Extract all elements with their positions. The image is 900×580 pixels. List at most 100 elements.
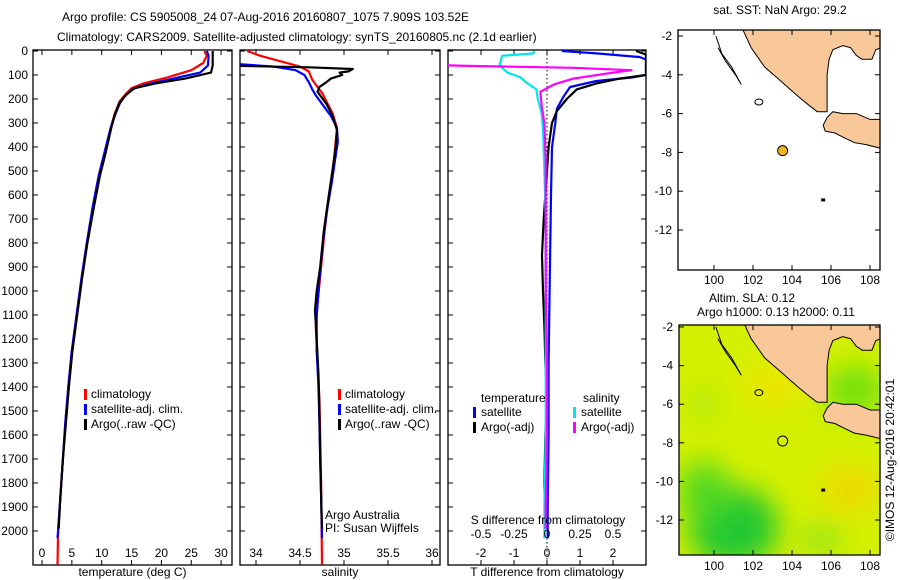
x-tick-label: -1 <box>509 546 520 560</box>
depth-tick-label: 1100 <box>2 308 28 322</box>
figure-title-line1: Argo profile: CS 5905008_24 07-Aug-2016 … <box>62 10 469 24</box>
legend-swatch <box>84 419 87 430</box>
depth-tick-label: 900 <box>8 260 28 274</box>
lat-tick-label: -10 <box>655 184 673 198</box>
series-line-salinity-argo-adj- <box>448 64 633 529</box>
lon-tick-label: 102 <box>743 273 763 287</box>
depth-tick-label: 1400 <box>1 380 28 394</box>
lat-tick-label: -4 <box>662 359 673 373</box>
x-axis-label: T difference from climatology <box>470 565 624 579</box>
sst-map <box>678 30 880 270</box>
lon-tick-label: 100 <box>704 559 724 573</box>
depth-tick-label: 300 <box>8 116 28 130</box>
series-line-salinity-satellite <box>498 51 547 539</box>
lat-tick-label: -10 <box>656 474 674 488</box>
depth-tick-label: 1900 <box>1 500 28 514</box>
lat-tick-label: -4 <box>661 68 672 82</box>
depth-tick-label: 0 <box>21 44 28 58</box>
lon-tick-label: 104 <box>782 559 802 573</box>
x-tick-label: 34 <box>249 546 263 560</box>
series-line-climatology <box>56 50 208 565</box>
s-tick-label: 0 <box>544 527 551 541</box>
x-tick-label: 0 <box>39 546 46 560</box>
series-line-satellite-adj-clim- <box>240 63 339 539</box>
depth-tick-label: 200 <box>8 92 28 106</box>
legend-label: Argo(-adj) <box>481 420 534 434</box>
x-tick-label: 35.5 <box>376 546 400 560</box>
depth-tick-label: 600 <box>8 188 28 202</box>
lat-tick-label: -2 <box>662 320 673 334</box>
s-tick-label: 0.25 <box>568 527 592 541</box>
s-tick-label: -0.5 <box>471 527 492 541</box>
x-tick-label: 30 <box>214 546 228 560</box>
x-tick-label: 20 <box>155 546 169 560</box>
legend-label: Argo(..raw -QC) <box>91 417 176 431</box>
depth-tick-label: 100 <box>8 68 28 82</box>
land-java <box>822 401 880 440</box>
legend-swatch <box>84 404 87 415</box>
argo-position-marker <box>777 435 789 447</box>
x-tick-label: 5 <box>69 546 76 560</box>
argo-position-marker <box>777 145 789 157</box>
legend-swatch <box>573 407 576 418</box>
legend-swatch <box>473 422 476 433</box>
legend-swatch <box>573 422 576 433</box>
depth-tick-label: 2000 <box>1 524 28 538</box>
legend-label: climatology <box>345 387 405 401</box>
lat-tick-label: -8 <box>662 436 673 450</box>
depth-tick-label: 500 <box>8 164 28 178</box>
figure-title-line2: Climatology: CARS2009. Satellite-adjuste… <box>57 30 537 44</box>
x-tick-label: 10 <box>95 546 109 560</box>
depth-tick-label: 1200 <box>1 332 28 346</box>
lon-tick-label: 106 <box>821 559 841 573</box>
imos-credit: ©IMOS 12-Aug-2016 20:42:01 <box>883 379 897 542</box>
island-outline <box>715 35 742 85</box>
depth-tick-label: 1500 <box>1 404 28 418</box>
lat-tick-label: -6 <box>661 107 672 121</box>
legend-header-temperature: temperature <box>481 391 546 405</box>
s-tick-label: -0.25 <box>500 527 528 541</box>
sst-map-frame <box>677 29 881 271</box>
lon-tick-label: 108 <box>860 273 880 287</box>
series-line-temperature-satellite <box>546 50 646 539</box>
series-line-argo-raw-qc- <box>57 51 214 529</box>
legend-label: climatology <box>91 387 151 401</box>
lon-tick-label: 106 <box>821 273 841 287</box>
sla-map-subtitle: Argo h1000: 0.13 h2000: 0.11 <box>697 305 855 319</box>
island-enggano <box>754 389 764 397</box>
land-sumatra <box>742 30 880 113</box>
x-tick-label: 2 <box>610 546 617 560</box>
lat-tick-label: -6 <box>662 397 673 411</box>
salinity-profile-axes-box <box>239 49 441 566</box>
s-tick-label: 0.5 <box>605 527 622 541</box>
lon-tick-label: 102 <box>743 559 763 573</box>
x-tick-label: 25 <box>185 546 199 560</box>
x-tick-label: -2 <box>476 546 487 560</box>
x-tick-label: 35 <box>337 546 351 560</box>
argo-australia-label: Argo Australia <box>325 508 400 522</box>
x-tick-label: 34.5 <box>288 546 312 560</box>
legend-swatch <box>338 389 341 400</box>
s-axis-label: S difference from climatology <box>471 513 626 527</box>
legend-label: Argo(-adj) <box>581 420 634 434</box>
depth-tick-label: 800 <box>8 236 28 250</box>
legend-header-salinity: salinity <box>583 391 620 405</box>
lon-tick-label: 108 <box>860 559 880 573</box>
legend-swatch <box>338 404 341 415</box>
series-line-climatology <box>246 50 339 565</box>
lat-tick-label: -2 <box>661 29 672 43</box>
legend-label: satellite <box>581 405 622 419</box>
depth-tick-label: 1000 <box>1 284 28 298</box>
legend-swatch <box>84 389 87 400</box>
legend-label: satellite-adj. clim. <box>345 402 437 416</box>
sla-map <box>679 325 880 555</box>
island-enggano <box>754 98 764 106</box>
legend-swatch <box>473 407 476 418</box>
series-line-argo-raw-qc- <box>240 64 354 529</box>
sla-map-title: Altim. SLA: 0.12 <box>709 291 795 305</box>
legend-swatch <box>338 419 341 430</box>
island-christmas <box>821 198 826 202</box>
x-axis-label: temperature (deg C) <box>78 565 186 579</box>
lat-tick-label: -8 <box>661 145 672 159</box>
lat-tick-label: -12 <box>656 513 674 527</box>
